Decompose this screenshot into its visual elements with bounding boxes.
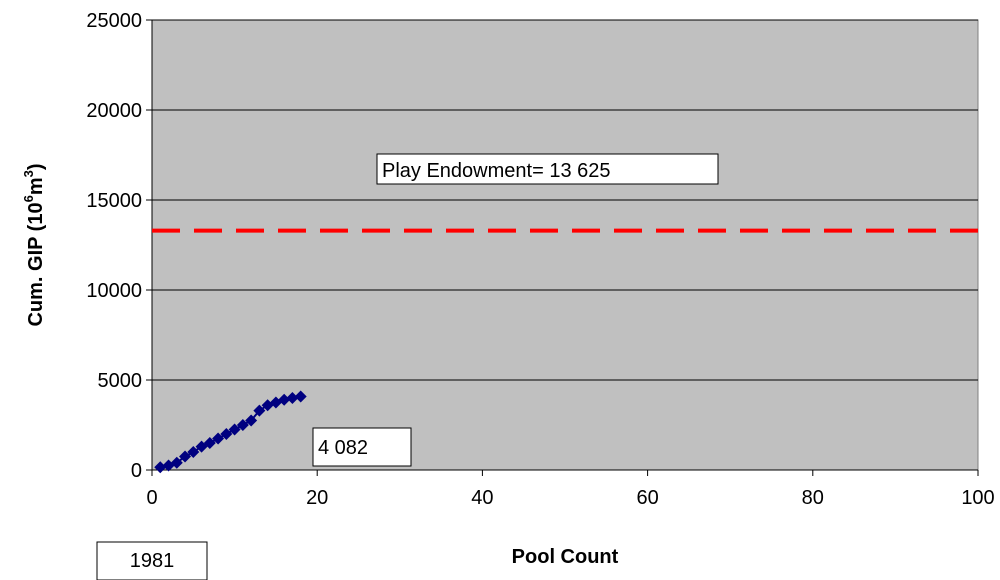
endowment-label-box: Play Endowment= 13 625: [376, 153, 719, 185]
y-tick-label: 0: [131, 460, 142, 482]
year-label: 1981: [130, 550, 175, 572]
data-point: [187, 446, 200, 458]
y-tick-label: 5000: [98, 370, 143, 392]
y-tick-label: 20000: [86, 100, 142, 122]
x-ticks: 0 20 40 60 80 100: [146, 470, 995, 509]
last-value-label-box: 4 082: [312, 427, 412, 467]
y-ticks: 0 5000 10000 15000 20000 25000: [86, 10, 152, 482]
x-axis-title: Pool Count: [512, 546, 619, 568]
data-point: [228, 423, 241, 436]
data-point: [294, 390, 307, 403]
data-point: [170, 456, 183, 469]
data-point: [245, 414, 258, 427]
data-point: [179, 450, 192, 463]
x-tick-label: 80: [802, 487, 824, 509]
x-tick-label: 0: [146, 487, 157, 509]
data-point: [154, 461, 167, 474]
data-point: [286, 392, 299, 404]
data-point: [253, 404, 266, 417]
data-point: [203, 437, 216, 449]
data-point: [212, 432, 225, 445]
y-axis-title: Cum. GIP (106m3): [21, 163, 47, 326]
year-label-box: 1981: [96, 541, 208, 580]
data-point: [220, 428, 233, 440]
y-tick-label: 10000: [86, 280, 142, 302]
last-value-label: 4 082: [318, 437, 368, 459]
y-tick-label: 25000: [86, 10, 142, 32]
x-tick-label: 60: [636, 487, 658, 509]
x-tick-label: 100: [961, 487, 994, 509]
y-tick-label: 15000: [86, 190, 142, 212]
x-tick-label: 40: [471, 487, 493, 509]
data-point: [236, 419, 249, 431]
data-points: [154, 390, 307, 474]
data-point: [278, 393, 291, 406]
endowment-label: Play Endowment= 13 625: [382, 160, 611, 182]
x-tick-label: 20: [306, 487, 328, 509]
gridlines: [152, 19, 978, 381]
